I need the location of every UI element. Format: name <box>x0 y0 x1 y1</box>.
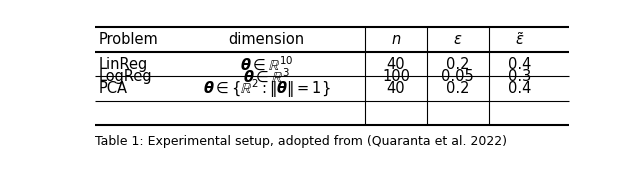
Text: 0.2: 0.2 <box>446 81 470 96</box>
Text: PCA: PCA <box>98 81 128 96</box>
Text: 100: 100 <box>382 69 410 84</box>
Text: 40: 40 <box>387 81 405 96</box>
Text: $\boldsymbol{\theta} \in \{\mathbb{R}^{2}: \|\boldsymbol{\theta}\|=1\}$: $\boldsymbol{\theta} \in \{\mathbb{R}^{2… <box>203 77 330 100</box>
Text: 0.3: 0.3 <box>508 69 531 84</box>
Text: $\boldsymbol{\theta} \in \mathbb{R}^{3}$: $\boldsymbol{\theta} \in \mathbb{R}^{3}$ <box>243 67 290 85</box>
Text: dimension: dimension <box>228 32 305 47</box>
Text: LinReg: LinReg <box>98 57 148 72</box>
Text: 0.2: 0.2 <box>446 57 470 72</box>
Text: 40: 40 <box>387 57 405 72</box>
Text: 0.4: 0.4 <box>508 57 531 72</box>
Text: Problem: Problem <box>98 32 158 47</box>
Text: 0.05: 0.05 <box>441 69 474 84</box>
Text: $n$: $n$ <box>391 32 401 47</box>
Text: $\boldsymbol{\theta} \in \mathbb{R}^{10}$: $\boldsymbol{\theta} \in \mathbb{R}^{10}… <box>240 55 293 73</box>
Text: Table 1: Experimental setup, adopted from (Quaranta et al. 2022): Table 1: Experimental setup, adopted fro… <box>94 135 507 148</box>
Text: $\varepsilon$: $\varepsilon$ <box>453 32 463 47</box>
Text: $\tilde{\varepsilon}$: $\tilde{\varepsilon}$ <box>515 31 524 48</box>
Text: 0.4: 0.4 <box>508 81 531 96</box>
Text: LogReg: LogReg <box>98 69 152 84</box>
